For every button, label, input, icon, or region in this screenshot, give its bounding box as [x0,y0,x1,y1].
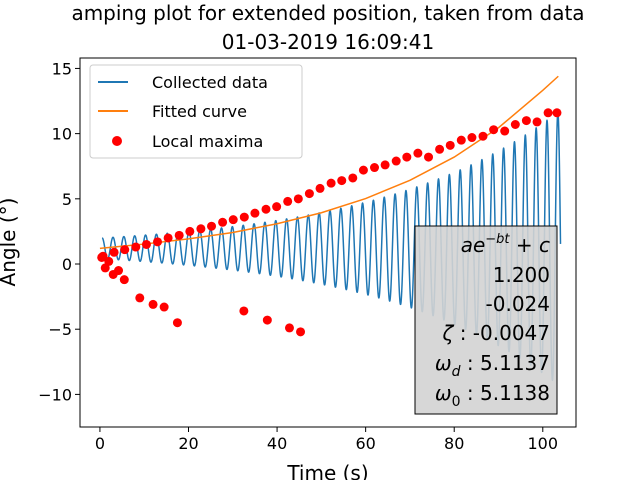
local-maximum-point [239,212,249,222]
y-tick-label: 5 [62,190,72,209]
local-maximum-point [109,247,119,257]
x-tick-label: 40 [267,434,287,453]
fit-param-b: -0.024 [486,292,550,316]
local-maximum-point [262,315,272,325]
local-maximum-point [207,221,217,231]
legend-label-fitted-curve: Fitted curve [152,102,247,121]
local-maximum-point [239,306,249,316]
x-axis-label: Time (s) [286,461,368,480]
local-maximum-point [172,318,182,328]
local-maximum-point [552,108,562,118]
local-maximum-point [153,237,162,247]
local-maximum-point [435,144,445,154]
local-maximum-point [261,204,271,214]
series-local-maxima [97,108,562,337]
local-maximum-point [304,189,314,199]
x-tick-label: 0 [95,434,105,453]
local-maximum-point [456,135,466,145]
local-maximum-point [326,178,336,188]
local-maximum-point [283,196,293,206]
local-maximum-point [293,194,303,204]
local-maximum-point [119,275,129,285]
plot-frame [79,57,577,428]
local-maximum-point [424,152,434,162]
fit-parameters-box: ae−bt + c 1.200 -0.024 ζ : -0.0047 ωd : … [414,225,558,415]
local-maximum-point [413,148,423,158]
legend-label-collected-data: Collected data [152,73,268,92]
axes: 0 20 40 60 80 100 −10 −5 0 5 10 15 [38,57,577,453]
local-maximum-point [489,125,499,135]
local-maximum-point [284,323,294,333]
local-maximum-point [185,226,195,236]
legend-handle-local-maxima [112,136,122,146]
x-tick-label: 20 [178,434,198,453]
local-maximum-point [532,117,542,127]
y-tick-label: 10 [52,125,72,144]
local-maximum-point [521,116,531,126]
local-maximum-point [174,230,184,240]
series-line-fitted-curve [99,75,559,250]
fit-parameters-frame [414,225,558,415]
local-maximum-point [402,152,412,162]
local-maximum-point [445,140,455,150]
y-tick-label: 15 [52,59,72,78]
local-maximum-point [148,299,158,309]
local-maximum-point [218,217,228,227]
local-maximum-point [296,327,306,337]
local-maximum-point [315,183,325,193]
local-maximum-point [131,242,141,252]
local-maximum-point [467,133,477,143]
x-tick-label: 60 [355,434,375,453]
local-maximum-point [478,131,488,141]
x-axis-ticks: 0 20 40 60 80 100 [95,427,558,453]
legend-frame [89,64,303,159]
chart-subtitle: 01-03-2019 16:09:41 [222,30,434,54]
legend-label-local-maxima: Local maxima [152,132,263,151]
local-maximum-point [114,266,124,276]
fit-param-a: 1.200 [493,263,550,287]
y-axis-label: Angle (°) [0,198,20,287]
local-maximum-point [159,302,169,312]
local-maximum-point [104,256,114,266]
local-maximum-point [228,215,238,225]
local-maximum-point [380,160,390,170]
local-maximum-point [141,239,151,249]
y-tick-label: 0 [62,255,72,274]
local-maximum-point [135,293,145,303]
local-maximum-point [543,108,553,118]
local-maximum-point [272,202,282,212]
y-tick-label: −5 [48,320,72,339]
local-maximum-point [358,165,368,175]
local-maximum-point [370,163,379,173]
local-maximum-point [120,245,130,255]
local-maximum-point [163,233,173,243]
local-maximum-point [250,208,260,218]
fit-omega-d: ωd : 5.1137 [435,351,550,380]
local-maximum-point [348,173,358,183]
local-maximum-point [196,224,206,234]
local-maximum-point [97,252,107,262]
y-tick-label: −10 [38,385,72,404]
x-tick-label: 100 [528,434,559,453]
fit-formula: ae−bt + c [461,232,550,257]
local-maximum-point [500,126,510,136]
local-maximum-point [391,156,401,166]
fit-omega-0: ω0 : 5.1138 [435,381,550,410]
y-axis-ticks: −10 −5 0 5 10 15 [38,59,80,404]
legend: Collected data Fitted curve Local maxima [89,64,303,159]
local-maximum-point [337,176,347,186]
x-tick-label: 80 [444,434,464,453]
local-maximum-point [510,120,520,129]
fit-zeta: ζ : -0.0047 [441,321,550,345]
chart-title: amping plot for extended position, taken… [71,1,584,25]
